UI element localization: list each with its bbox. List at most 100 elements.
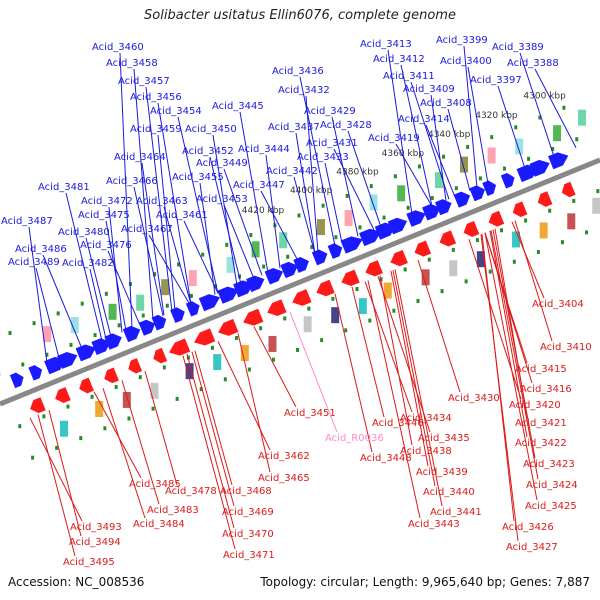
leader-line — [293, 176, 316, 255]
tick-mark — [151, 406, 155, 411]
tick-mark — [55, 445, 59, 450]
forward-gene-arrow — [9, 372, 24, 389]
gene-label-reverse: Acid_3438 — [400, 446, 452, 457]
gene-label-forward: Acid_3449 — [196, 158, 248, 169]
forward-gene-arrow — [122, 325, 141, 343]
forward-gene-arrow — [406, 210, 426, 227]
tick-mark — [430, 195, 434, 200]
reverse-gene-arrow — [218, 318, 239, 336]
reverse-gene-arrow — [463, 220, 480, 237]
tick-mark — [478, 176, 482, 181]
tick-mark — [488, 269, 492, 274]
tick-mark — [514, 125, 518, 130]
leader-line — [333, 148, 375, 231]
forward-gene-arrow — [548, 152, 569, 170]
tick-mark — [344, 328, 348, 333]
leader-line — [29, 417, 83, 522]
tick-mark — [451, 247, 455, 252]
kbp-tick-label: 4420 kbp — [242, 206, 285, 216]
gene-label-forward: Acid_3481 — [38, 182, 90, 193]
gene-label-forward: Acid_3476 — [80, 240, 132, 251]
tick-mark — [310, 244, 314, 249]
gene-label-forward: Acid_3454 — [150, 106, 202, 117]
leader-line — [351, 286, 385, 418]
tick-mark — [117, 323, 121, 328]
gene-label-forward: Acid_3450 — [185, 124, 237, 135]
feature-block — [487, 147, 496, 164]
tick-mark — [417, 164, 421, 169]
tick-mark — [104, 291, 108, 296]
tick-mark — [103, 426, 107, 431]
forward-gene-arrow — [170, 307, 185, 323]
tick-mark — [403, 267, 407, 272]
leader-line — [148, 234, 191, 305]
feature-block — [303, 316, 312, 333]
leader-line — [394, 269, 443, 507]
leader-line — [48, 409, 82, 537]
tick-mark — [165, 303, 169, 308]
tick-mark — [475, 238, 479, 243]
gene-label-forward: Acid_3431 — [306, 138, 358, 149]
tick-mark — [262, 264, 266, 269]
tick-mark — [585, 230, 589, 235]
forward-gene-arrow — [529, 159, 550, 177]
gene-label-forward: Acid_3487 — [1, 216, 53, 227]
gene-label-forward: Acid_3444 — [238, 144, 290, 155]
tick-mark — [114, 384, 118, 389]
gene-label-forward: Acid_3412 — [373, 54, 425, 65]
reverse-gene-arrow — [30, 397, 46, 414]
tick-mark — [213, 284, 217, 289]
gene-label-forward: Acid_3467 — [121, 224, 173, 235]
feature-block — [150, 382, 159, 399]
forward-gene-arrow — [233, 280, 254, 298]
tick-mark — [560, 240, 564, 245]
tick-mark — [502, 166, 506, 171]
forward-gene-arrow — [75, 344, 96, 362]
forward-gene-arrow — [359, 228, 382, 247]
genome-backbone — [0, 157, 600, 407]
feature-block — [70, 317, 79, 334]
feature-block — [136, 294, 145, 311]
gene-label-reverse: Acid_3416 — [520, 384, 572, 395]
gene-label-forward: Acid_3442 — [266, 166, 318, 177]
feature-block — [512, 231, 521, 248]
feature-block — [592, 197, 600, 214]
feature-block — [122, 391, 131, 408]
gene-label-reverse: Acid_3470 — [222, 529, 274, 540]
tick-mark — [358, 225, 362, 230]
gene-label-forward: Acid_3466 — [106, 176, 158, 187]
tick-mark — [56, 311, 60, 316]
kbp-tick-label: 4320 kbp — [475, 111, 518, 121]
leader-line — [209, 156, 242, 285]
leader-line — [157, 134, 176, 311]
tick-mark — [406, 205, 410, 210]
forward-gene-arrow — [217, 286, 239, 304]
tick-mark — [201, 252, 205, 257]
tick-mark — [500, 228, 504, 233]
leader-line — [93, 391, 142, 479]
kbp-tick-label: 4400 kbp — [290, 186, 333, 196]
gene-label-reverse: Acid_3471 — [223, 550, 275, 561]
gene-label-reverse: Acid_3485 — [129, 479, 181, 490]
leader-line — [390, 270, 429, 467]
tick-mark — [31, 455, 35, 460]
reverse-gene-arrow — [128, 358, 143, 374]
reverse-gene-arrow — [169, 338, 191, 356]
leader-line — [430, 94, 447, 201]
gene-label-reverse: Acid_3441 — [430, 507, 482, 518]
tick-mark — [283, 316, 287, 321]
leader-line — [105, 220, 127, 331]
gene-label-forward: Acid_3464 — [114, 152, 166, 163]
leader-line — [239, 111, 269, 274]
gene-label-forward: Acid_3397 — [470, 75, 522, 86]
tick-mark — [355, 287, 359, 292]
leader-line — [35, 267, 60, 359]
feature-block — [421, 269, 430, 286]
gene-label-forward: Acid_3432 — [278, 85, 330, 96]
tick-mark — [80, 301, 84, 306]
forward-gene-arrow — [293, 256, 309, 273]
reverse-gene-arrow — [267, 299, 287, 317]
leader-line — [295, 132, 316, 254]
tick-mark — [45, 352, 49, 357]
